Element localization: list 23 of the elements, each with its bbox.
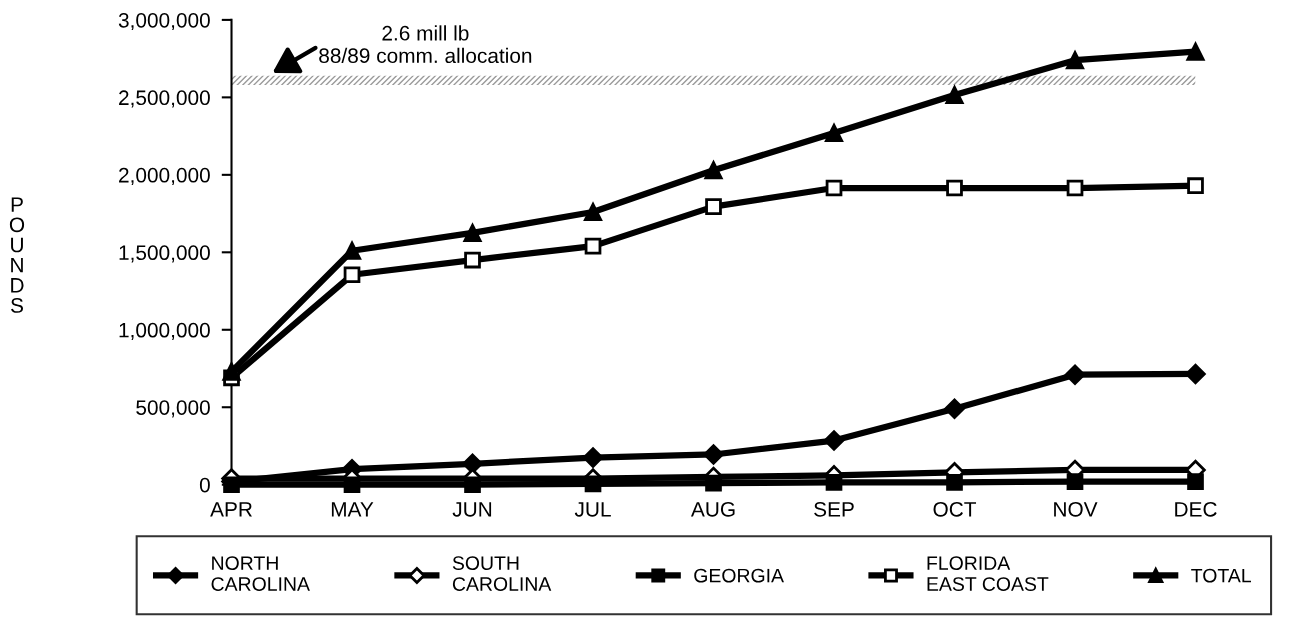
x-tick-label: SEP (814, 501, 854, 517)
legend-label: FLORIDA EAST COAST (927, 556, 1049, 591)
x-tick-label: JUN (452, 502, 492, 517)
legend-label: NORTH CAROLINA (211, 556, 310, 591)
x-tick-label: AUG (690, 501, 735, 517)
x-tick-label: APR (210, 502, 252, 517)
y-tick-label: 500,000 (136, 400, 210, 418)
y-tick-label: 3,000,000 (118, 12, 210, 31)
y-axis-title: POUNDS (9, 197, 25, 313)
x-tick-label: NOV (1054, 501, 1098, 517)
legend-label: GEORGIA (694, 568, 784, 583)
y-tick-label: 0 (199, 477, 210, 493)
x-tick-label: MAY (331, 502, 374, 517)
y-tick-label: 2,500,000 (119, 90, 210, 108)
y-tick-label: 1,000,000 (119, 322, 210, 340)
x-tick-label: OCT (933, 501, 977, 517)
x-tick-label: DEC (1175, 501, 1217, 517)
x-tick-label: JUL (574, 502, 611, 517)
legend-label: TOTAL (1191, 568, 1251, 583)
y-tick-label: 2,000,000 (119, 167, 210, 186)
y-tick-label: 1,500,000 (119, 245, 210, 263)
legend-label: SOUTH CAROLINA (452, 556, 552, 591)
band-label: 2.6 mill lb 88/89 comm. allocation (319, 25, 532, 64)
